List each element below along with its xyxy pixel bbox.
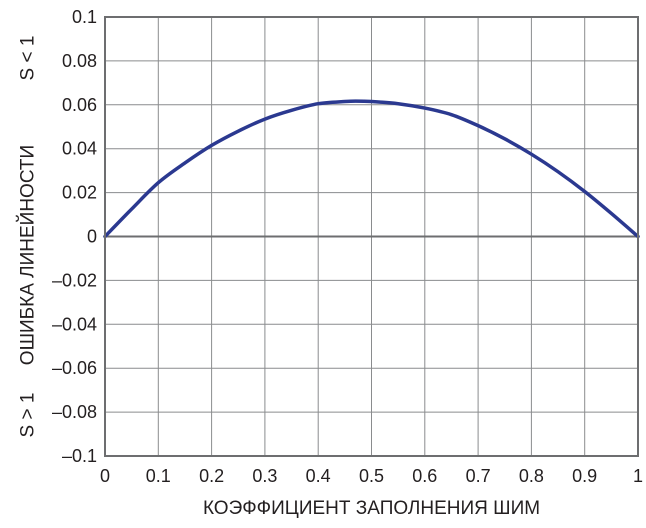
y-tick-label: 0.04	[62, 139, 97, 159]
y-tick-label: 0.08	[62, 51, 97, 71]
y-tick-labels: 0.1 0.08 0.06 0.04 0.02 0 –0.02 –0.04 –0.06 –0.08…	[52, 7, 97, 466]
y-tick-label: 0.1	[72, 7, 97, 27]
x-tick-label: 0.9	[572, 466, 597, 486]
y-tick-label: 0.02	[62, 183, 97, 203]
y-tick-label: –0.1	[62, 446, 97, 466]
x-tick-label: 0.3	[252, 466, 277, 486]
x-tick-label: 0.4	[306, 466, 331, 486]
x-tick-label: 1	[633, 466, 643, 486]
y-axis-title: ОШИБКА ЛИНЕЙНОСТИ	[17, 145, 39, 365]
y-tick-label: –0.04	[52, 314, 97, 334]
x-tick-label: 0.1	[146, 466, 171, 486]
y-tick-label: –0.08	[52, 402, 97, 422]
y-axis-note-s-less-than-1: S < 1	[18, 36, 39, 81]
x-axis-title: КОЭФФИЦИЕНТ ЗАПОЛНЕНИЯ ШИМ	[203, 498, 540, 519]
series-line	[103, 99, 640, 239]
grid	[104, 16, 639, 457]
x-tick-label: 0	[100, 466, 110, 486]
x-tick-label: 0.7	[466, 466, 491, 486]
x-tick-label: 0.2	[199, 466, 224, 486]
plot-frame	[104, 16, 639, 457]
y-tick-label: –0.06	[52, 358, 97, 378]
y-axis-note-s-greater-than-1: S > 1	[18, 393, 39, 438]
y-tick-label: 0.06	[62, 95, 97, 115]
series-layer	[103, 99, 640, 239]
x-tick-label: 0.5	[359, 466, 384, 486]
x-tick-labels: 0 0.1 0.2 0.3 0.4 0.5 0.6 0.7 0.8 0.9 1	[100, 466, 643, 486]
y-tick-label: –0.02	[52, 270, 97, 290]
x-tick-label: 0.6	[412, 466, 437, 486]
x-tick-label: 0.8	[519, 466, 544, 486]
y-tick-label: 0	[87, 227, 97, 247]
